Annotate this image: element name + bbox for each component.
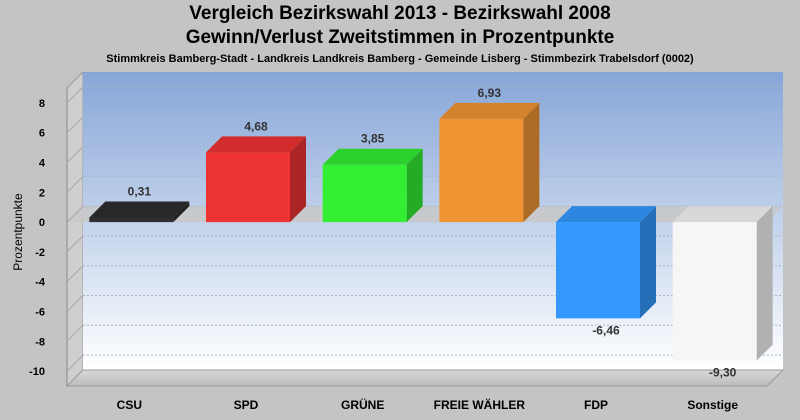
floor — [65, 369, 785, 387]
bar-top — [672, 206, 773, 223]
bar-side — [640, 206, 656, 319]
x-tick-label: CSU — [117, 398, 142, 412]
bar-front — [89, 217, 174, 223]
bar: 0,31 — [89, 184, 190, 223]
grid-line-side — [66, 86, 84, 104]
bar: 4,68 — [206, 119, 306, 223]
bar: 3,85 — [322, 132, 423, 223]
y-axis-ticks: 8 6 4 2 0 -2 -4 -6 -8 -10 — [29, 98, 46, 378]
x-tick-label: Sonstige — [687, 398, 738, 412]
bar-front — [322, 164, 407, 223]
bar-top — [89, 201, 190, 218]
x-tick-label: GRÜNE — [341, 397, 384, 412]
grid-line-side — [66, 205, 84, 223]
bar-side — [523, 102, 540, 223]
y-tick-label: 4 — [39, 158, 46, 170]
x-tick-label: SPD — [234, 398, 259, 412]
data-label: 4,68 — [244, 119, 268, 133]
grid-line-side — [66, 116, 84, 134]
grid-line-side — [66, 354, 84, 372]
y-tick-label: 0 — [39, 217, 45, 229]
y-tick-label: -8 — [35, 336, 45, 348]
x-axis-categories: CSU SPD GRÜNE FREIE WÄHLER FDP Sonstige — [117, 397, 739, 412]
y-tick-label: -4 — [35, 277, 46, 289]
bar-top — [439, 102, 540, 119]
grid-line-side — [66, 265, 84, 283]
bar-side — [173, 201, 190, 223]
x-tick-label: FREIE WÄHLER — [434, 397, 526, 412]
y-tick-label: -6 — [35, 307, 45, 319]
bar-top — [322, 148, 423, 165]
bar-side — [406, 148, 423, 223]
y-tick-label: 8 — [39, 98, 45, 110]
x-tick-label: FDP — [584, 398, 608, 412]
data-label: -6,46 — [592, 323, 620, 337]
data-label: 3,85 — [361, 132, 385, 146]
y-tick-label: 6 — [39, 128, 45, 140]
bar-top — [206, 136, 306, 153]
data-label: 0,31 — [128, 184, 152, 198]
chart-caption: Stimmkreis Bamberg-Stadt - Landkreis Lan… — [106, 53, 694, 65]
grid-line-side — [66, 175, 84, 193]
grid-line-side — [66, 295, 84, 312]
bar: 6,93 — [439, 86, 540, 223]
bar-series: 0,31 4,68 3,85 6,93 -6,46 -9,30 — [89, 86, 773, 380]
grid-line-side — [66, 235, 84, 253]
grid-line-side — [66, 324, 84, 342]
bar-top — [556, 206, 656, 223]
bar-front — [556, 222, 640, 319]
chart-title: Vergleich Bezirkswahl 2013 - Bezirkswahl… — [189, 3, 611, 24]
bar-side — [290, 136, 306, 223]
data-label: 6,93 — [478, 86, 502, 100]
chart-subtitle: Gewinn/Verlust Zweitstimmen in Prozentpu… — [185, 27, 615, 48]
data-label: -9,30 — [709, 366, 737, 380]
bar-front — [206, 152, 290, 223]
y-tick-label: 2 — [39, 187, 45, 199]
y-tick-label: -10 — [29, 366, 45, 378]
bar: -9,30 — [672, 206, 773, 380]
bar-front — [439, 118, 524, 223]
bar: -6,46 — [556, 206, 656, 337]
bar-front — [672, 222, 757, 361]
grid-line-side — [66, 146, 84, 163]
bar-side — [756, 206, 773, 361]
y-tick-label: -2 — [35, 247, 45, 259]
